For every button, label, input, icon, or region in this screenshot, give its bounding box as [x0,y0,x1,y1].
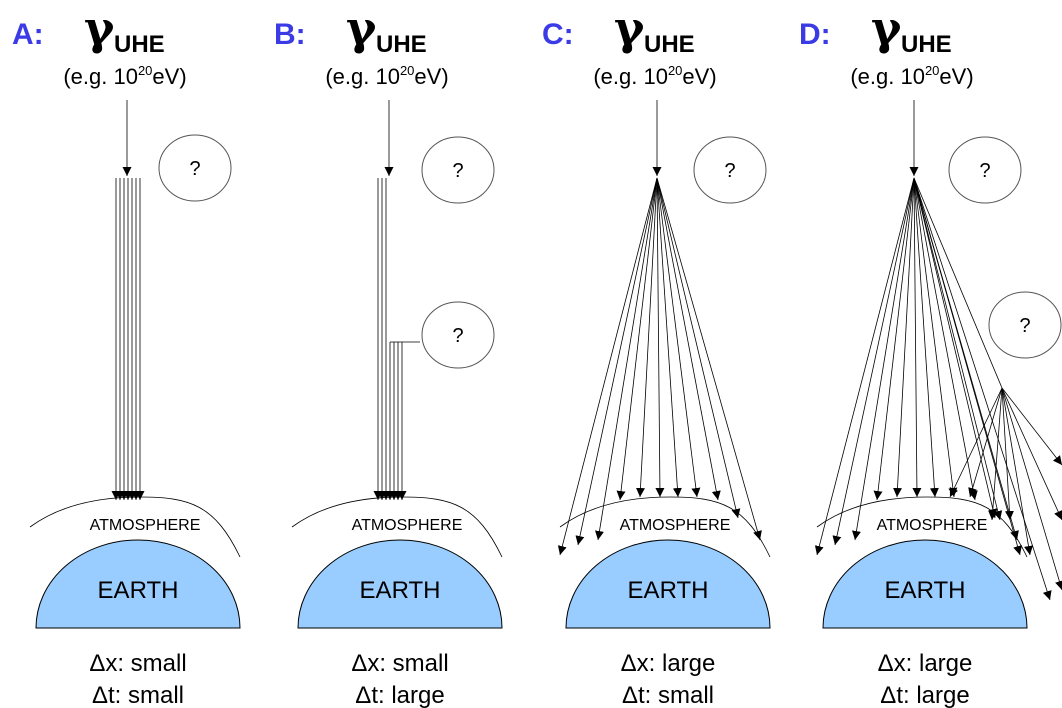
energy: (e.g. 1020eV) [325,63,448,89]
delta-x: Δx: small [89,650,186,677]
ray [914,178,917,497]
ray [914,178,995,518]
energy-prefix: (e.g. 10 [63,64,138,89]
ray [855,178,914,540]
unknown: ? [189,158,200,180]
ray [950,388,1002,497]
ray [657,178,738,518]
ray [657,178,718,500]
unknown: ? [979,160,990,182]
delta-t: Δt: large [880,682,969,708]
ray [914,178,1020,555]
energy-prefix: (e.g. 10 [325,64,400,89]
energy-exponent: 20 [925,63,939,78]
particle-subscript: UHE [114,31,165,58]
ray [835,178,914,545]
ray [620,178,657,500]
ray [657,178,660,497]
energy-suffix: eV) [939,64,973,89]
ray [1002,388,1062,590]
unknown: ? [452,160,463,182]
particle-subscript: UHE [901,31,952,58]
delta-t: Δt: small [622,682,714,708]
particle: γ [346,1,377,55]
earth: EARTH [628,577,709,604]
energy-suffix: eV) [152,64,186,89]
delta-t: Δt: large [355,682,444,708]
energy-suffix: eV) [414,64,448,89]
ray [897,178,914,497]
energy-prefix: (e.g. 10 [850,64,925,89]
delta-t: Δt: small [92,682,184,708]
energy: (e.g. 1020eV) [63,63,186,89]
atmosphere: ATMOSPHERE [352,517,463,534]
ray [657,178,678,497]
energy-exponent: 20 [138,63,152,78]
particle: γ [84,1,115,55]
energy-exponent: 20 [400,63,414,78]
earth: EARTH [360,577,441,604]
delta-x: Δx: large [621,650,716,677]
earth: EARTH [885,577,966,604]
panel-label: A: [12,18,44,51]
unknown: ? [452,325,463,347]
unknown: ? [724,160,735,182]
ray [640,178,657,497]
ray [914,178,1000,520]
particle: γ [614,1,645,55]
panel-label: D: [799,18,831,51]
ray [914,178,1050,600]
ray [598,178,657,540]
unknown: ? [1019,315,1030,337]
panel-label: C: [542,18,574,51]
particle-subscript: UHE [376,31,427,58]
panel-label: B: [274,18,306,51]
energy-prefix: (e.g. 10 [593,64,668,89]
ray [877,178,914,500]
atmosphere: ATMOSPHERE [877,517,988,534]
delta-x: Δx: large [878,650,973,677]
ray [992,388,1002,520]
particle: γ [871,1,902,55]
atmosphere: ATMOSPHERE [620,517,731,534]
atmosphere: ATMOSPHERE [90,517,201,534]
energy: (e.g. 1020eV) [850,63,973,89]
delta-x: Δx: small [351,650,448,677]
earth: EARTH [98,577,179,604]
energy: (e.g. 1020eV) [593,63,716,89]
energy-suffix: eV) [682,64,716,89]
particle-subscript: UHE [644,31,695,58]
ray [1002,388,1030,555]
energy-exponent: 20 [668,63,682,78]
ray [578,178,657,545]
diagram: A:γUHE(e.g. 1020eV)?ATMOSPHEREEARTHΔx: s… [0,0,1062,708]
ray [657,178,760,540]
ray [914,178,935,497]
ray [657,178,697,497]
